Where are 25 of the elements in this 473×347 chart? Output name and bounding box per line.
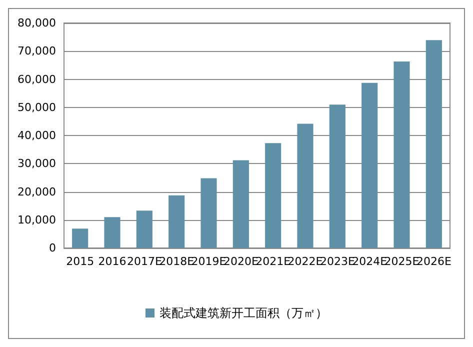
y-tick-label: 70,000 (18, 44, 56, 58)
y-tick-label: 50,000 (18, 100, 56, 114)
y-tick-label: 0 (49, 242, 56, 254)
bar (265, 143, 282, 248)
bar (168, 195, 185, 248)
legend-label: 装配式建筑新开工面积（万㎡） (160, 306, 328, 320)
bar (297, 124, 314, 248)
y-tick-label: 30,000 (18, 157, 56, 170)
bar (136, 210, 152, 248)
y-tick-label: 20,000 (18, 185, 56, 198)
bar (232, 160, 249, 248)
bar (72, 228, 88, 248)
bar (329, 104, 346, 248)
bar (362, 82, 378, 248)
x-tick-label: 2016 (98, 255, 126, 268)
bar (426, 40, 442, 248)
y-tick-label: 10,000 (18, 213, 56, 226)
y-tick-label: 80,000 (18, 16, 56, 30)
y-tick-label: 40,000 (18, 129, 56, 142)
bar (394, 62, 410, 248)
bar (104, 217, 120, 248)
x-tick-label: 2015 (66, 255, 94, 268)
bar (200, 178, 217, 248)
x-tick-label: 2017E (126, 255, 162, 268)
y-tick-label: 60,000 (18, 72, 56, 86)
